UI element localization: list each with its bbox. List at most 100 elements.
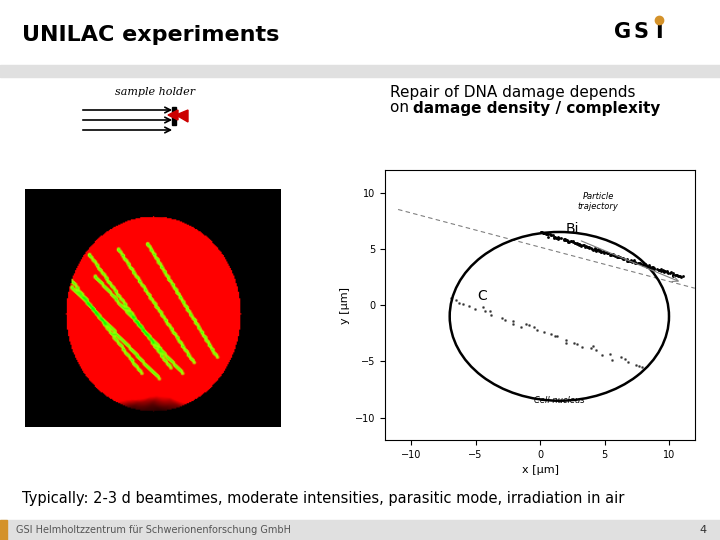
Point [631, 259, 642, 268]
Point [539, 229, 550, 238]
Point [559, 235, 571, 244]
Point [583, 242, 595, 251]
Point [649, 264, 660, 273]
Point [552, 332, 563, 341]
Text: Typically: 2-3 d beamtimes, moderate intensities, parasitic mode, irradiation in: Typically: 2-3 d beamtimes, moderate int… [22, 490, 624, 505]
Point [575, 241, 586, 249]
Point [590, 247, 602, 255]
Point [613, 253, 625, 262]
Point [595, 247, 607, 256]
Point [667, 269, 679, 278]
Point [653, 266, 665, 274]
Point [661, 268, 672, 276]
Point [597, 247, 608, 255]
Point [635, 260, 647, 269]
Point [543, 232, 554, 241]
Point [594, 246, 606, 255]
Point [575, 241, 587, 250]
Point [639, 261, 651, 269]
Point [646, 262, 657, 271]
Point [642, 262, 654, 271]
Point [528, 322, 539, 331]
Point [624, 256, 636, 265]
Point [597, 351, 608, 360]
Point [577, 342, 588, 351]
Point [570, 239, 581, 247]
Point [568, 339, 580, 347]
Point [608, 251, 619, 260]
Point [672, 272, 684, 280]
Point [544, 230, 556, 239]
Point [571, 340, 582, 348]
Point [615, 353, 626, 362]
Point [661, 267, 672, 275]
Point [672, 271, 683, 279]
Text: 4: 4 [699, 525, 706, 535]
Point [540, 230, 552, 239]
Point [595, 247, 607, 256]
Point [590, 346, 601, 354]
Text: Particle
trajectory: Particle trajectory [577, 192, 618, 211]
Point [580, 242, 591, 251]
Point [572, 239, 583, 248]
Point [608, 251, 620, 260]
Point [559, 235, 570, 244]
Point [565, 237, 577, 246]
Point [636, 260, 648, 268]
Point [665, 269, 676, 278]
Point [563, 238, 575, 246]
Point [581, 243, 593, 252]
Point [571, 239, 582, 247]
Point [549, 332, 560, 340]
Point [583, 244, 595, 253]
Point [538, 328, 549, 336]
Point [451, 296, 462, 305]
Point [577, 241, 589, 249]
Point [648, 264, 660, 272]
Point [629, 256, 640, 265]
Point [627, 256, 639, 265]
Point [675, 272, 687, 281]
Point [573, 240, 585, 248]
Bar [0, 520, 7, 540]
Bar [0, 520, 720, 540]
Point [552, 233, 564, 241]
Point [657, 267, 669, 275]
Point [549, 233, 560, 241]
Point [652, 265, 663, 273]
Point [657, 266, 669, 274]
Text: Cell nucleus: Cell nucleus [534, 396, 585, 405]
Point [552, 235, 563, 244]
Point [601, 249, 613, 258]
Point [602, 248, 613, 257]
Point [586, 245, 598, 253]
Point [662, 268, 674, 277]
Point [674, 272, 685, 281]
Bar [172, 107, 176, 125]
Point [677, 272, 688, 281]
Point [463, 301, 474, 310]
Point [598, 248, 609, 257]
Point [545, 231, 557, 240]
Point [507, 316, 518, 325]
Text: Repair of DNA damage depends: Repair of DNA damage depends [390, 84, 636, 99]
Point [594, 247, 606, 255]
Point [622, 256, 634, 265]
Point [667, 271, 679, 279]
Text: GSI Helmholtzzentrum für Schwerionenforschung GmbH: GSI Helmholtzzentrum für Schwerionenfors… [16, 525, 291, 535]
Point [655, 265, 667, 274]
Point [626, 256, 637, 265]
Point [582, 242, 593, 251]
Point [508, 320, 519, 328]
Point [587, 246, 598, 254]
Point [485, 307, 496, 316]
Point [606, 251, 617, 260]
Point [562, 237, 574, 245]
Point [654, 265, 665, 274]
Point [634, 362, 645, 370]
Point [605, 250, 616, 259]
Text: damage density / complexity: damage density / complexity [413, 100, 660, 116]
Text: sample holder: sample holder [115, 87, 195, 97]
Point [619, 355, 631, 363]
Point [590, 244, 601, 253]
